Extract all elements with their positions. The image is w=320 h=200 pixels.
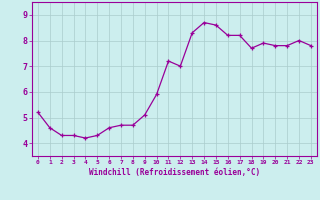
- X-axis label: Windchill (Refroidissement éolien,°C): Windchill (Refroidissement éolien,°C): [89, 168, 260, 177]
